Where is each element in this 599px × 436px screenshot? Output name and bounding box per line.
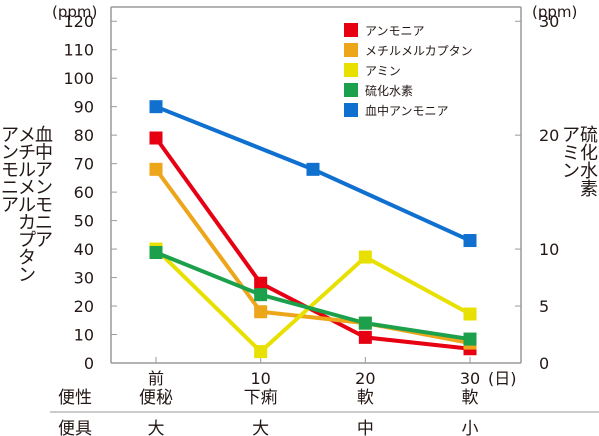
legend-swatch-blood-ammonia xyxy=(344,103,358,117)
data-point-amine xyxy=(254,345,268,359)
legend-swatch-methyl-mercaptan xyxy=(344,43,358,57)
left-tick-label: 80 xyxy=(74,126,94,145)
x-unit-label: (日) xyxy=(488,369,517,388)
data-point-blood-ammonia xyxy=(463,234,477,248)
data-point-ammonia xyxy=(149,131,163,145)
left-tick-label: 40 xyxy=(74,240,94,259)
right-axis-title: 硫化水素 アミン xyxy=(562,125,598,200)
series-markers xyxy=(149,100,477,359)
x-tick-label: 前 xyxy=(148,369,164,388)
left-tick-label: 60 xyxy=(74,183,94,202)
right-tick-label: 10 xyxy=(539,240,559,259)
left-title-char: ン xyxy=(18,265,36,286)
right-tick-label: 5 xyxy=(539,297,549,316)
legend-label-blood-ammonia: 血中アンモニア xyxy=(365,103,449,118)
series-lines xyxy=(154,104,471,354)
left-tick-label: 30 xyxy=(74,269,94,288)
data-point-ammonia xyxy=(358,330,372,344)
left-title-char: ア xyxy=(1,125,19,146)
legend-swatch-ammonia xyxy=(344,23,358,37)
stool-amount-cell: 大 xyxy=(148,419,165,436)
right-title-char: 素 xyxy=(580,179,598,200)
tick-layer: 0 10 20 30 40 50 60 70 80 90 100 110 120 0 5 10 20 30 前 10 2… xyxy=(63,12,559,388)
left-tick-label: 0 xyxy=(84,354,94,373)
data-point-hydrogen-sulfide xyxy=(358,316,372,330)
legend-label-methyl-mercaptan: メチルメルカプタン xyxy=(365,44,473,58)
x-tick-label: 20 xyxy=(355,369,375,388)
left-title-char: チ xyxy=(18,143,36,164)
left-title-char: ル xyxy=(18,160,36,181)
legend-label-ammonia: アンモニア xyxy=(365,24,425,38)
series-line-hydrogen-sulfide xyxy=(155,250,471,342)
stool-type-cell: 軟 xyxy=(462,388,479,408)
left-tick-label: 20 xyxy=(74,297,94,316)
left-tick-label: 10 xyxy=(74,326,94,345)
stool-amount-cell: 中 xyxy=(357,419,374,436)
data-point-hydrogen-sulfide xyxy=(149,245,163,259)
stool-type-cell: 便秘 xyxy=(139,388,173,408)
left-title-char: ア xyxy=(35,160,53,181)
right-title-char: ア xyxy=(562,125,580,146)
right-title-char: 硫 xyxy=(580,125,598,146)
series-line-methyl-mercaptan xyxy=(154,168,471,346)
data-point-hydrogen-sulfide xyxy=(254,288,268,302)
legend-swatch-amine xyxy=(344,63,358,77)
left-tick-label: 120 xyxy=(63,12,94,31)
right-tick-label: 30 xyxy=(539,12,559,31)
legend-label-amine: アミン xyxy=(365,64,401,78)
right-tick-label: 20 xyxy=(539,126,559,145)
stool-amount-cell: 大 xyxy=(252,419,269,436)
stool-amount-cell: 小 xyxy=(462,419,479,436)
right-title-char: ミ xyxy=(562,143,580,164)
left-title-char: プ xyxy=(18,230,36,251)
right-unit-label: (ppm) xyxy=(532,3,577,21)
left-title-char: 中 xyxy=(35,143,53,164)
series-line-amine xyxy=(154,247,471,354)
legend-swatch-hydrogen-sulfide xyxy=(344,83,358,97)
left-title-char: カ xyxy=(18,213,36,234)
row-label-stool-type: 便性 xyxy=(58,388,92,408)
left-title-char: モ xyxy=(35,195,53,216)
x-tick-label: 10 xyxy=(250,369,270,388)
left-title-char: ニ xyxy=(1,178,19,199)
row-label-stool-amount: 便具 xyxy=(58,419,92,436)
stool-type-cell: 下痢 xyxy=(244,388,278,408)
left-tick-label: 50 xyxy=(74,212,94,231)
right-title-char: 化 xyxy=(580,143,598,164)
data-point-amine xyxy=(358,250,372,264)
right-title-char: 水 xyxy=(580,161,598,182)
left-title-char: ア xyxy=(1,195,19,216)
data-point-methyl-mercaptan xyxy=(254,305,268,319)
left-unit-label: (ppm) xyxy=(52,3,97,21)
left-title-char: ア xyxy=(35,230,53,251)
legend-label-hydrogen-sulfide: 硫化水素 xyxy=(365,83,413,98)
left-title-char: ニ xyxy=(35,213,53,234)
left-tick-label: 100 xyxy=(63,69,94,88)
left-title-char: メ xyxy=(18,125,36,146)
left-title-char: メ xyxy=(18,178,36,199)
data-point-methyl-mercaptan xyxy=(149,162,163,176)
stool-type-cell: 軟 xyxy=(357,388,374,408)
left-title-char: タ xyxy=(18,248,36,269)
right-title-char: ン xyxy=(562,161,580,182)
data-point-blood-ammonia xyxy=(149,100,163,114)
data-point-hydrogen-sulfide xyxy=(463,332,477,346)
left-title-char: 血 xyxy=(35,125,53,146)
left-tick-label: 90 xyxy=(74,98,94,117)
data-point-blood-ammonia xyxy=(306,162,320,176)
left-tick-label: 110 xyxy=(63,41,94,60)
right-tick-label: 0 xyxy=(539,354,549,373)
table-rows: 便秘 下痢 軟 軟大 大 中 小 xyxy=(139,388,479,436)
left-title-char: ン xyxy=(1,143,19,164)
data-point-amine xyxy=(463,307,477,321)
left-title-char: モ xyxy=(1,160,19,181)
data-point-ammonia xyxy=(254,276,268,290)
left-title-char: ル xyxy=(18,195,36,216)
x-tick-label: 30 xyxy=(460,369,480,388)
left-tick-label: 70 xyxy=(74,155,94,174)
left-title-char: ン xyxy=(35,178,53,199)
